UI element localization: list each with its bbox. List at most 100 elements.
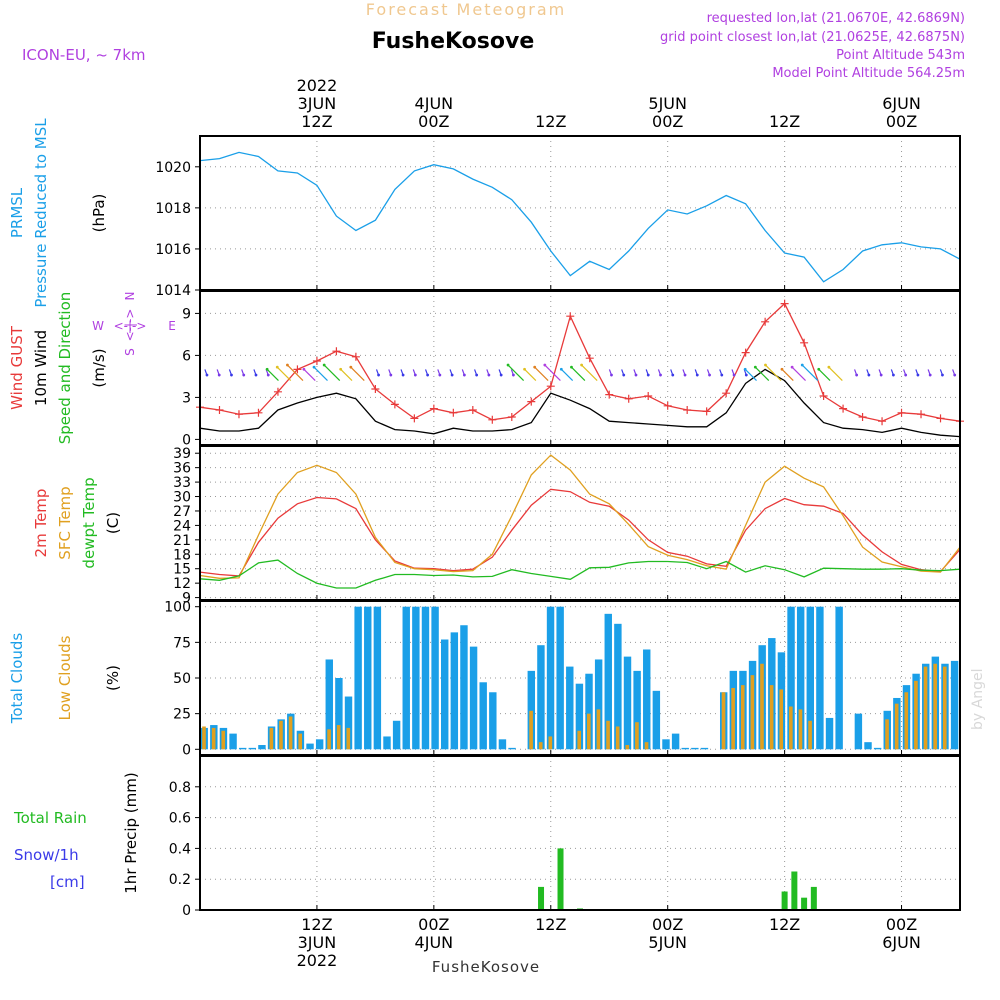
time-label-bottom: 3JUN <box>298 933 337 952</box>
wind-arrow-head <box>254 373 258 377</box>
wind-arrow-head <box>322 363 326 367</box>
total-cloud-bar <box>594 659 603 750</box>
wind-arrow-head <box>499 373 503 377</box>
y-tick-label: 21 <box>173 533 191 549</box>
gust-marker <box>273 387 282 396</box>
gust-marker <box>488 415 497 424</box>
gust-marker <box>644 392 653 400</box>
total-cloud-bar <box>873 747 882 750</box>
gust-marker <box>741 348 750 357</box>
low-cloud-bar <box>885 719 889 750</box>
total-cloud-bar <box>546 606 555 750</box>
total-cloud-bar <box>392 720 401 750</box>
total-cloud-bar <box>787 606 795 750</box>
wind-arrow-head <box>904 373 908 377</box>
compass-text: <-|-> <box>123 309 137 342</box>
wind-arrow-head <box>487 373 491 377</box>
y-tick-label: 3 <box>182 390 191 406</box>
y-tick-label: 0.4 <box>169 841 191 857</box>
low-cloud-bar <box>644 742 649 750</box>
wind-arrow-head <box>475 373 479 377</box>
compass-text: <-|-> <box>114 319 147 333</box>
wind-arrow-head <box>312 365 316 369</box>
total-cloud-bar <box>508 747 516 750</box>
total-cloud-bar <box>450 632 459 750</box>
gust-marker <box>449 408 458 417</box>
wind-arrow <box>581 364 598 382</box>
gust-marker <box>351 352 360 361</box>
wind-arrow-head <box>266 373 270 377</box>
total-cloud-bar <box>643 649 651 750</box>
wind-arrow-head <box>622 373 626 377</box>
time-label-top: 12Z <box>769 112 800 131</box>
low-cloud-bar <box>798 709 803 750</box>
wind-arrow <box>754 366 770 382</box>
wind-arrow <box>276 366 292 382</box>
wind-arrow-head <box>523 367 526 371</box>
wind-panel: 0 3 6 9 Wind GUST 10m Wind Speed and Direction… <box>8 290 964 448</box>
pressure-panel: 1014 1016 1018 1020 PRMSL Pressure Reduced to… <box>8 118 961 308</box>
y-tick-label: 1016 <box>155 242 191 258</box>
wind-arrow <box>828 366 843 382</box>
wind-arrow <box>781 368 794 382</box>
wind-arrow <box>534 366 549 382</box>
total-cloud-bar <box>460 625 468 750</box>
y-tick-label: 25 <box>173 707 191 723</box>
wind-arrow <box>571 366 586 382</box>
wind-arrow-head <box>286 363 289 367</box>
y-tick-label: 1014 <box>155 283 191 299</box>
wind-arrow-head <box>790 365 794 369</box>
wind-arrow-head <box>941 373 944 377</box>
low-cloud-bar <box>808 720 812 750</box>
wind-arrow-head <box>559 367 563 371</box>
gust-marker <box>800 338 809 347</box>
precip-bar <box>557 848 564 910</box>
y-tick-label: 100 <box>164 600 191 616</box>
wind-arrow-head <box>580 363 584 367</box>
time-label-top: 00Z <box>886 112 917 131</box>
gust-marker <box>215 406 224 414</box>
wind-arrow-head <box>743 367 747 371</box>
wind-arrow <box>266 368 279 382</box>
wind-arrow-head <box>543 363 547 367</box>
wind-arrow <box>313 366 328 382</box>
panel-label: Low Clouds <box>56 635 74 720</box>
series-line-prmsl <box>199 151 961 283</box>
y-tick-label: 0 <box>182 742 191 758</box>
series-line-2m-temp <box>199 488 961 577</box>
wind-arrows <box>204 363 957 382</box>
y-tick-label: 0.6 <box>169 811 191 827</box>
y-tick-label: 30 <box>173 490 191 506</box>
low-cloud-bar <box>211 727 216 750</box>
gust-marker <box>624 394 633 403</box>
time-label-bottom: 12Z <box>301 915 332 934</box>
wind-arrow <box>744 368 757 382</box>
panel-label: 1hr Precip (mm) <box>122 772 140 893</box>
low-cloud-bar <box>923 666 928 750</box>
wind-arrow-head <box>438 373 442 377</box>
panel-label: (C) <box>104 512 122 534</box>
panel-label: 10m Wind <box>32 330 50 406</box>
gust-marker <box>410 414 419 423</box>
time-label-bottom: 00Z <box>418 915 449 934</box>
low-cloud-bar <box>529 710 533 750</box>
gust-marker <box>722 389 731 398</box>
y-tick-label: 0 <box>182 903 191 919</box>
wind-arrow-head <box>570 365 573 369</box>
time-label-top: 6JUN <box>882 94 921 113</box>
gust-marker <box>839 404 848 413</box>
wind-arrow-head <box>377 373 380 377</box>
y-tick-label: 75 <box>173 635 191 651</box>
wind-arrow-head <box>450 373 454 377</box>
total-cloud-bar <box>662 739 670 750</box>
total-cloud-bar <box>623 656 632 750</box>
total-cloud-bar <box>373 606 382 750</box>
panel-label: (hPa) <box>90 194 108 233</box>
wind-arrow-head <box>646 373 650 377</box>
total-cloud-bar <box>864 742 872 750</box>
total-cloud-bar <box>325 659 333 750</box>
y-tick-label: 36 <box>173 461 191 477</box>
